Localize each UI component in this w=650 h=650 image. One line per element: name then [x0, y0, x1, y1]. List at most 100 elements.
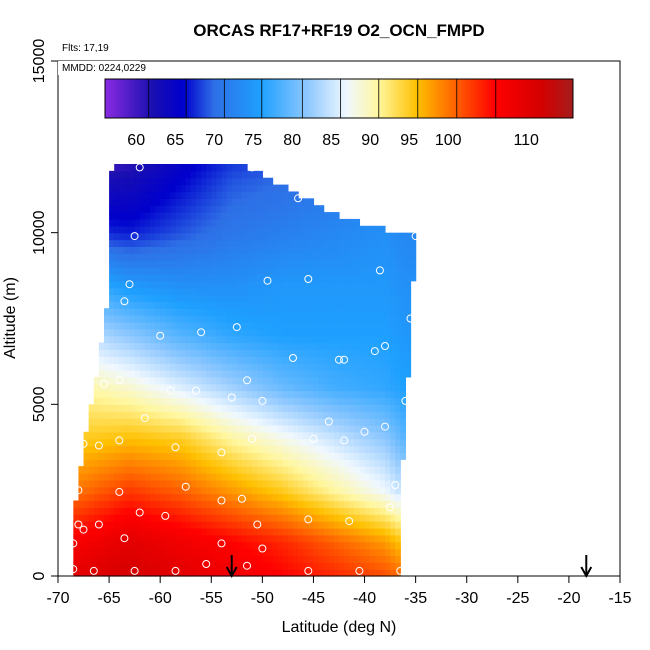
heatmap-cell — [231, 473, 238, 481]
heatmap-cell — [124, 225, 131, 234]
heatmap-cell — [354, 431, 361, 440]
heatmap-cell — [124, 260, 131, 268]
heatmap-cell — [318, 328, 325, 337]
heatmap-cell — [155, 479, 161, 488]
heatmap-cell — [241, 170, 248, 179]
heatmap-cell — [201, 431, 207, 440]
heatmap-cell — [119, 280, 126, 289]
heatmap-cell — [277, 363, 284, 371]
observation-point — [258, 544, 267, 553]
heatmap-cell — [231, 452, 238, 460]
heatmap-cell — [374, 376, 381, 385]
heatmap-cell — [277, 479, 284, 488]
heatmap-cell — [287, 376, 294, 385]
heatmap-cell — [379, 321, 386, 330]
heatmap-cell — [410, 232, 417, 241]
heatmap-cell — [109, 356, 115, 364]
heatmap-cell — [287, 445, 294, 453]
colorbar-segment — [263, 79, 266, 118]
heatmap-cell — [333, 411, 340, 419]
heatmap-cell — [221, 452, 228, 460]
heatmap-cell — [349, 376, 355, 385]
heatmap-cell — [318, 493, 325, 502]
heatmap-cell — [155, 198, 161, 206]
heatmap-cell — [206, 205, 212, 213]
observation-point — [340, 436, 349, 445]
heatmap-cell — [98, 342, 105, 350]
heatmap-cell — [344, 349, 350, 357]
heatmap-cell — [109, 205, 115, 213]
heatmap-cell — [226, 541, 233, 550]
heatmap-cell — [339, 370, 345, 378]
colorbar-segment — [291, 79, 294, 118]
heatmap-cell — [369, 452, 376, 460]
heatmap-cell — [201, 246, 207, 254]
heatmap-cell — [308, 548, 315, 556]
colorbar-segment — [401, 79, 404, 118]
heatmap-cell — [308, 562, 315, 570]
heatmap-cell — [349, 294, 355, 302]
heatmap-cell — [165, 267, 171, 275]
heatmap-cell — [318, 486, 325, 495]
heatmap-cell — [170, 294, 177, 302]
heatmap-cell — [139, 452, 146, 460]
heatmap-cell — [252, 205, 258, 213]
heatmap-cell — [221, 514, 228, 522]
heatmap-cell — [139, 459, 146, 467]
heatmap-cell — [344, 267, 350, 275]
heatmap-cell — [298, 315, 304, 323]
heatmap-cell — [119, 459, 126, 467]
heatmap-cell — [374, 239, 381, 247]
x-tick-label: -50 — [251, 590, 274, 607]
heatmap-cell — [257, 569, 263, 577]
heatmap-cell — [190, 452, 197, 460]
heatmap-cell — [395, 527, 401, 536]
heatmap-cell — [293, 315, 299, 323]
heatmap-cell — [109, 493, 115, 502]
heatmap-cell — [221, 555, 228, 563]
heatmap-cell — [272, 514, 279, 522]
heatmap-cell — [272, 541, 279, 550]
heatmap-cell — [170, 253, 177, 261]
heatmap-cell — [344, 287, 350, 296]
heatmap-cell — [308, 349, 315, 357]
heatmap-cell — [185, 562, 192, 570]
heatmap-cell — [119, 500, 126, 508]
heatmap-cell — [364, 308, 371, 316]
heatmap-cell — [190, 569, 197, 577]
heatmap-cell — [262, 308, 269, 316]
heatmap-cell — [308, 521, 315, 529]
heatmap-cell — [267, 418, 274, 426]
heatmap-cell — [349, 390, 355, 399]
heatmap-cell — [144, 301, 151, 309]
heatmap-cell — [98, 404, 105, 412]
heatmap-cell — [252, 569, 258, 577]
heatmap-cell — [333, 301, 340, 309]
heatmap-cell — [247, 260, 253, 268]
heatmap-cell — [293, 493, 299, 502]
heatmap-cell — [272, 335, 279, 344]
heatmap-cell — [206, 212, 212, 220]
heatmap-cell — [262, 239, 269, 247]
heatmap-cell — [144, 500, 151, 508]
heatmap-cell — [308, 308, 315, 316]
heatmap-cell — [201, 301, 207, 309]
heatmap-cell — [354, 548, 361, 556]
heatmap-cell — [247, 466, 253, 474]
y-axis-label: Altitude (m) — [2, 277, 19, 359]
heatmap-cell — [328, 225, 335, 234]
heatmap-cell — [308, 466, 315, 474]
heatmap-cell — [374, 232, 381, 241]
heatmap-cell — [88, 479, 95, 488]
heatmap-cell — [395, 315, 401, 323]
heatmap-cell — [354, 486, 361, 495]
observation-point — [217, 539, 226, 548]
heatmap-cell — [119, 555, 126, 563]
heatmap-cell — [114, 479, 120, 488]
heatmap-cell — [211, 473, 217, 481]
heatmap-cell — [344, 390, 350, 399]
heatmap-cell — [379, 253, 386, 261]
heatmap-cell — [328, 431, 335, 440]
heatmap-cell — [129, 562, 136, 570]
heatmap-cell — [241, 534, 248, 543]
